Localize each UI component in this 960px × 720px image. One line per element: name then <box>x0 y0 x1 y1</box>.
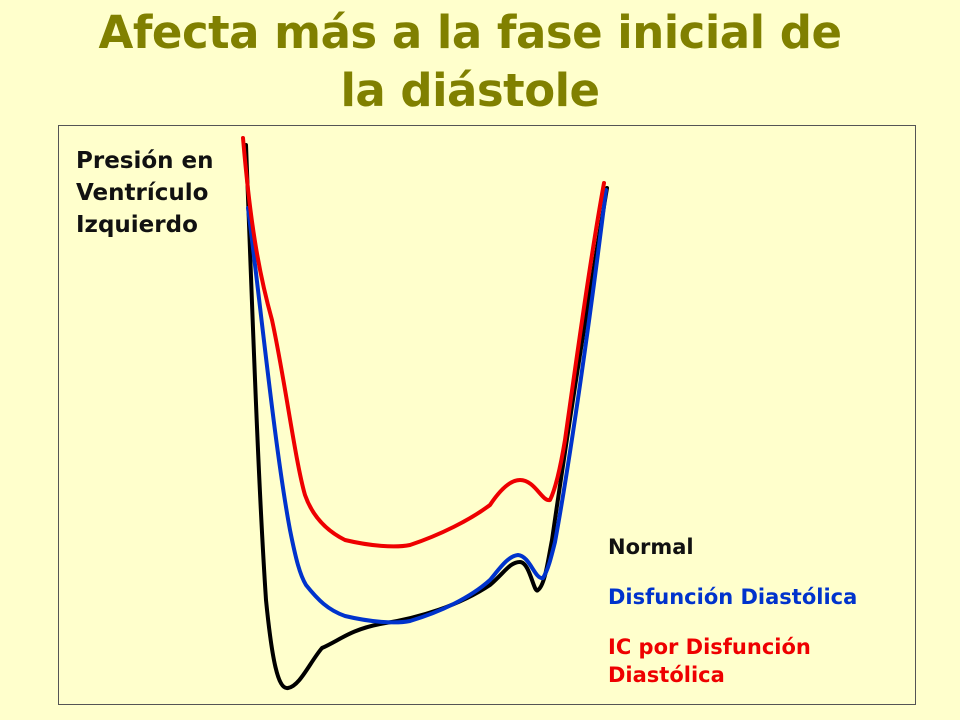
y-axis-label: Presión en Ventrículo Izquierdo <box>76 145 214 241</box>
hf-diastolic-dysfunction-curve <box>241 136 606 549</box>
normal-curve <box>244 143 609 690</box>
legend-normal: Normal <box>608 535 694 559</box>
legend-hf-line-2: Diastólica <box>608 663 725 687</box>
legend-hf-line-1: IC por Disfunción <box>608 635 811 659</box>
y-axis-label-line-3: Izquierdo <box>76 212 198 238</box>
diastolic-dysfunction-curve <box>246 188 608 625</box>
slide-title-line-2: la diástole <box>340 64 600 117</box>
slide-title-line-1: Afecta más a la fase inicial de <box>98 6 842 59</box>
y-axis-label-line-2: Ventrículo <box>76 180 209 206</box>
slide-title: Afecta más a la fase inicial de la diást… <box>0 4 940 120</box>
legend-hf-diastolic-dysfunction: IC por Disfunción Diastólica <box>608 633 857 689</box>
y-axis-label-line-1: Presión en <box>76 148 214 174</box>
diagram-panel <box>58 125 916 705</box>
legend-diastolic-dysfunction: Disfunción Diastólica <box>608 585 858 609</box>
legend: Normal Disfunción Diastólica IC por Disf… <box>608 533 857 689</box>
